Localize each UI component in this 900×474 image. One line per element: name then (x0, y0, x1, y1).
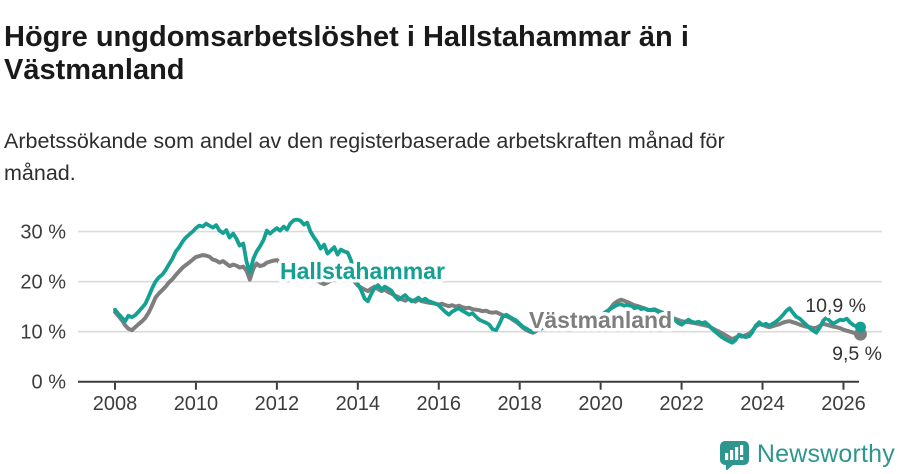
series-label-hallstahammar: Hallstahammar (280, 258, 445, 284)
newsworthy-logo-text: Newsworthy (756, 439, 895, 468)
end-value-label-hallstahammar: 10,9 % (805, 295, 866, 317)
x-axis-label-2010: 2010 (174, 393, 219, 415)
page-subtitle: Arbetssökande som andel av den registerb… (4, 128, 725, 185)
x-axis-label-2016: 2016 (417, 393, 462, 415)
x-axis-label-2020: 2020 (578, 393, 623, 415)
y-axis-label-10-percent: 10 % (20, 322, 66, 344)
end-value-label-västmanland: 9,5 % (832, 343, 882, 365)
x-axis-label-2026: 2026 (821, 393, 866, 415)
x-axis-label-2008: 2008 (93, 393, 138, 415)
newsworthy-speech-bubble-chart-icon (719, 441, 749, 470)
x-axis-label-2018: 2018 (497, 393, 542, 415)
newsworthy-logo: Newsworthy (718, 438, 895, 470)
x-axis-label-2012: 2012 (255, 393, 300, 415)
y-axis-label-30-percent: 30 % (20, 222, 66, 244)
series-line-västmanland (113, 253, 863, 342)
x-axis-label-2024: 2024 (740, 393, 785, 415)
series-end-dot-hallstahammar (854, 321, 866, 333)
x-axis-label-2014: 2014 (336, 393, 381, 415)
y-axis-label-0-percent: 0 % (32, 372, 67, 394)
x-axis-label-2022: 2022 (659, 393, 704, 415)
page-title: Högre ungdomsarbetslöshet i Hallstahamma… (4, 21, 689, 87)
y-axis-label-20-percent: 20 % (20, 272, 66, 294)
series-label-västmanland: Västmanland (529, 307, 672, 333)
series-line-hallstahammar (113, 217, 863, 345)
